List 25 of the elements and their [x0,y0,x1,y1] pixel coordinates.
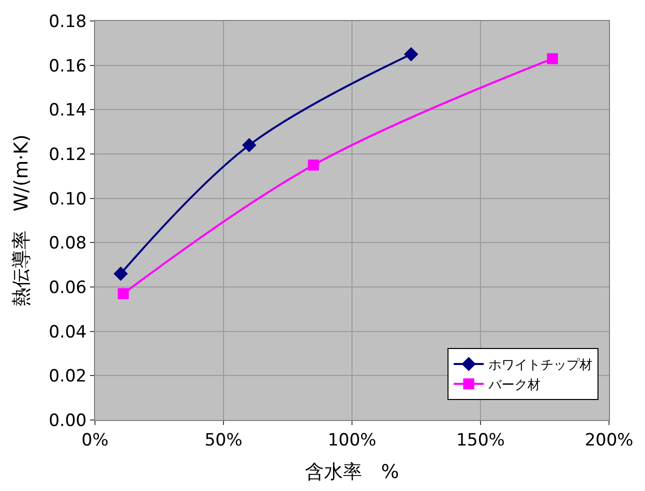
y-tick-label: 0.08 [48,234,87,254]
x-axis-title: 含水率 % [304,461,400,484]
legend-label: ホワイトチップ材 [488,358,593,374]
point [404,47,418,62]
y-tick-label: 0.10 [48,189,87,210]
x-tick-label: 0% [82,430,108,450]
point [242,138,256,152]
x-tick-label: 50% [204,430,242,450]
y-tick-label: 0.00 [48,410,87,431]
x-tick-label: 100% [328,430,376,450]
y-tick-label: 0.04 [48,322,87,342]
y-axis-title: 熱伝導率 W/(m·K) [10,134,33,307]
y-tick-label: 0.16 [48,56,87,76]
y-tick-label: 0.12 [48,144,87,165]
x-tick-label: 150% [456,430,505,450]
point [546,53,558,64]
y-tick-label: 0.02 [48,366,87,387]
y-tick-label: 0.18 [48,12,87,32]
y-tick-label: 0.06 [48,278,87,298]
point [308,160,319,171]
x-tick-label: 200% [584,430,634,450]
point [118,288,129,300]
y-tick-label: 0.14 [48,100,87,121]
legend-label: バーク材 [488,378,541,393]
point [114,266,128,281]
